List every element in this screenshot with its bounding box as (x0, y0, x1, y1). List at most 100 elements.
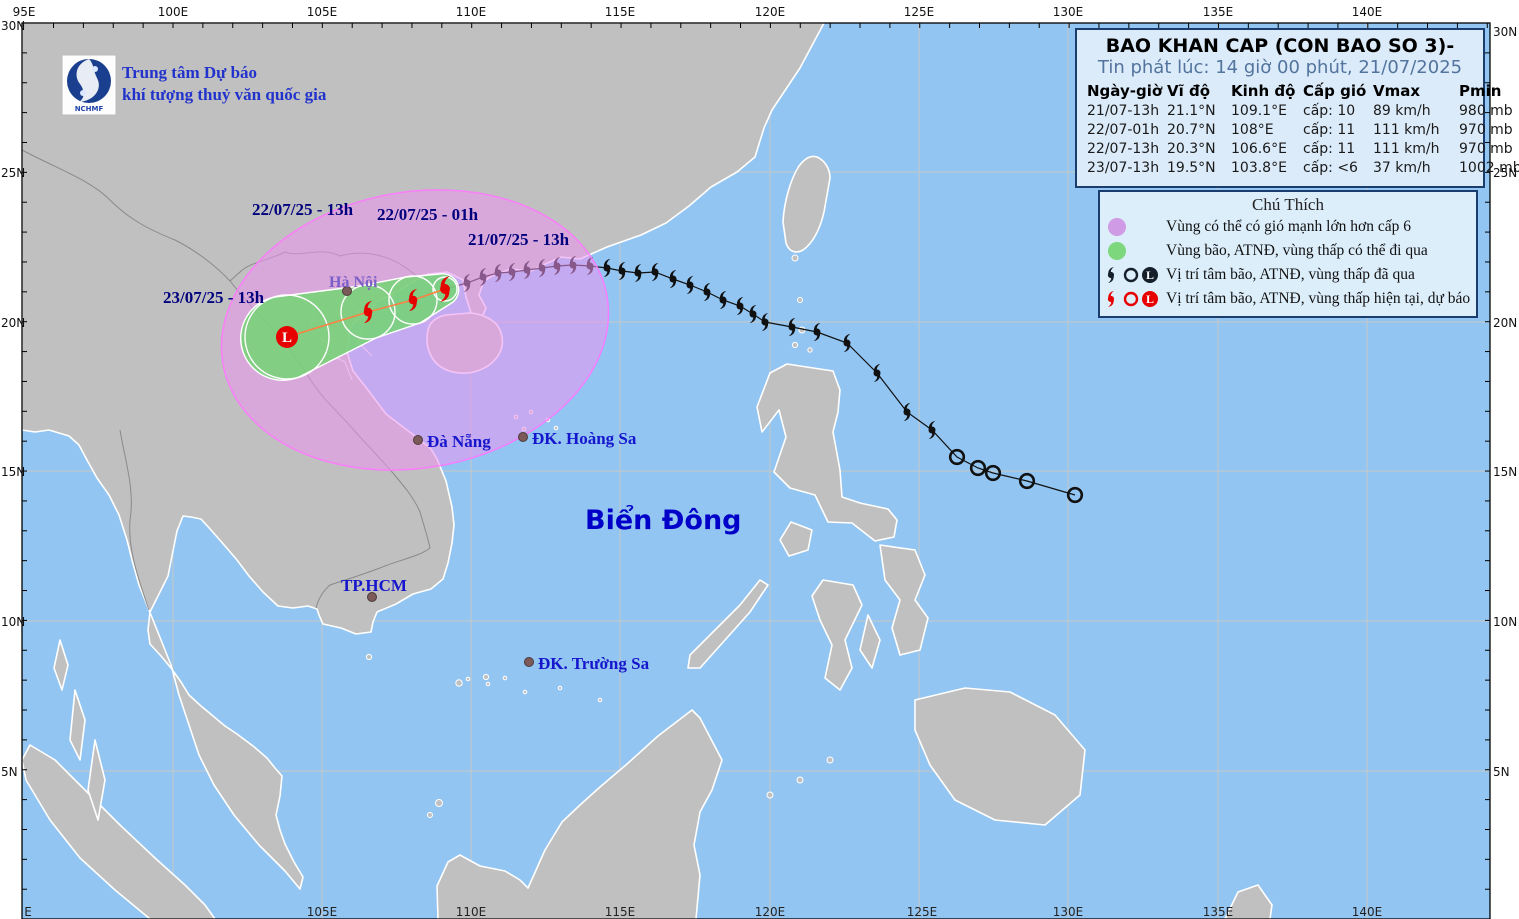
city-label: ĐK. Hoàng Sa (532, 429, 637, 448)
table-cell: cấp: 11 (1303, 122, 1356, 138)
past-depression-icon (1066, 486, 1084, 504)
table-row: 22/07-01h 20.7°N 108°E cấp: 11 111 km/h 970 m… (1087, 121, 1513, 140)
table-row: 23/07-13h 19.5°N 103.8°E cấp: <6 37 km/h 1002… (1087, 159, 1519, 178)
axis-label: E (24, 905, 32, 919)
forecast-track: L (276, 276, 450, 348)
table-cell: 103.8°E (1231, 160, 1287, 176)
past-typhoon-icon (813, 322, 821, 342)
storm-info-box: BAO KHAN CAP (CON BAO SO 3)- Tin phát lú… (1075, 28, 1519, 188)
axis-label: 25N (1493, 166, 1517, 180)
table-cell: 37 km/h (1373, 160, 1431, 176)
past-typhoon-icon (669, 269, 677, 289)
table-header-row: Ngày-giờ Vĩ độ Kinh độ Cấp gió Vmax Pmin (1087, 81, 1501, 102)
past-typhoon-icon (618, 261, 626, 281)
past-typhoon-icon (719, 290, 727, 310)
axis-label: 115E (605, 905, 636, 919)
city-label: TP.HCM (341, 576, 407, 595)
axis-label: 30N (1493, 25, 1517, 39)
uncertainty-circle (244, 294, 330, 380)
bulletin-title: BAO KHAN CAP (CON BAO SO 3)- (1105, 35, 1455, 57)
past-typhoon-icon (749, 304, 757, 324)
past-typhoon-icon (843, 333, 851, 353)
axis-label: 135E (1203, 5, 1234, 19)
axis-label: 15N (1493, 465, 1517, 479)
legend-item: Vùng bão, ATNĐ, vùng thấp có thể đi qua (1100, 239, 1476, 263)
legend-label: Vị trí tâm bão, ATNĐ, vùng thấp đã qua (1166, 266, 1415, 283)
legend-symbol (1100, 216, 1166, 238)
past-position-icons: L (1107, 266, 1158, 284)
table-header-cell: Ngày-giờ (1087, 82, 1163, 100)
forecast-typhoon-icon (363, 300, 373, 324)
logo-text: NCHMF (75, 105, 104, 113)
axis-label: 10N (1493, 615, 1517, 629)
axis-label: 10N (1, 615, 25, 629)
city-label: Đà Nẵng (427, 432, 491, 451)
axis-label: 5N (1493, 765, 1510, 779)
axis-label: 20N (1, 316, 25, 330)
axis-labels: 95E 100E 105E 110E 115E 120E 125E 130E 135E 140E E… (1, 5, 1517, 919)
axis-label: 135E (1203, 905, 1234, 919)
storm-data-table: Ngày-giờ Vĩ độ Kinh độ Cấp gió Vmax Pmin 21/07… (1087, 81, 1519, 178)
past-typhoon-icon (903, 402, 911, 422)
map-labels: 21/07/25 - 13h 22/07/25 - 01h 22/07/25 - 1… (163, 200, 742, 673)
panay-negros-islands (811, 579, 863, 691)
legend-symbol: L (1100, 264, 1166, 286)
table-cell: 23/07-13h (1087, 160, 1160, 176)
past-typhoon-icon (603, 258, 611, 278)
axis-label: 110E (456, 905, 487, 919)
past-typhoon-icon (736, 296, 744, 316)
samar-leyte-islands (879, 544, 929, 656)
table-cell: cấp: <6 (1303, 160, 1358, 176)
forecast-line (286, 288, 446, 338)
cebu-island (859, 614, 881, 669)
table-cell: 111 km/h (1373, 141, 1440, 157)
current-forecast-position-icons: L (1107, 290, 1158, 308)
table-cell: 109.1°E (1231, 103, 1287, 119)
axis-label: 95E (13, 5, 36, 19)
city-dot (413, 435, 423, 445)
axis-label: 105E (307, 905, 338, 919)
axis-label: 120E (755, 5, 786, 19)
palawan-island (687, 579, 769, 669)
low-center-icon: L (1142, 267, 1158, 283)
axis-label: 5N (1, 765, 18, 779)
forecast-typhoon-icon (408, 288, 418, 312)
axis-label: 100E (158, 5, 189, 19)
passage-zone-icon (1108, 242, 1126, 260)
depression-circle-icon (1123, 267, 1139, 283)
legend-title: Chú Thích (1252, 195, 1324, 214)
table-cell: 22/07-01h (1087, 122, 1160, 138)
table-cell: 21/07-13h (1087, 103, 1160, 119)
bulletin-issued-time: Tin phát lúc: 14 giờ 00 phút, 21/07/2025 (1097, 57, 1463, 78)
table-header-cell: Vmax (1373, 82, 1421, 100)
axis-label: 140E (1352, 905, 1383, 919)
right-margin (1490, 0, 1519, 919)
axis-label: 30N (1, 19, 25, 33)
low-center-icon: L (1142, 291, 1158, 307)
past-typhoon-icon (651, 262, 659, 282)
past-depression-icon (984, 464, 1002, 482)
city-dot (367, 592, 377, 602)
table-cell: 106.6°E (1231, 141, 1287, 157)
past-typhoon-icon (788, 317, 796, 337)
table-cell: 20.3°N (1167, 141, 1216, 157)
past-typhoon-icon (873, 363, 881, 383)
city-dot (518, 432, 528, 442)
sea-name-label: Biển Đông (585, 503, 742, 536)
table-cell: 970 mb (1459, 141, 1513, 157)
table-header-cell: Vĩ độ (1167, 82, 1211, 100)
city-dot (342, 286, 352, 296)
mergui-island-2 (87, 739, 106, 821)
axis-label: 20N (1493, 316, 1517, 330)
uncertainty-circle (432, 276, 458, 302)
axis-label: 110E (456, 5, 487, 19)
uncertainty-circle (388, 275, 438, 325)
strong-wind-zone-icon (1108, 218, 1126, 236)
past-depression-icon (969, 459, 987, 477)
axis-label: 105E (307, 5, 338, 19)
typhoon-icon (1107, 290, 1115, 308)
uncertainty-circle (340, 284, 396, 340)
forecast-typhoon-icon (440, 276, 450, 302)
mergui-island-1 (69, 689, 86, 761)
typhoon-icon (1107, 266, 1115, 284)
